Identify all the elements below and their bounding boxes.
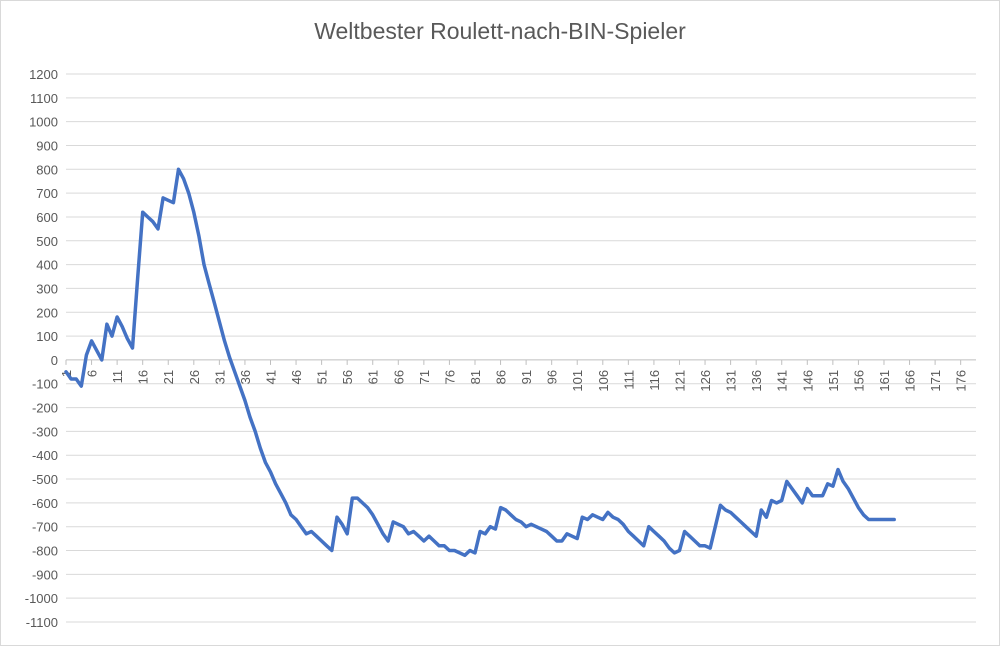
x-axis: 1 6 11 16 21 26 31 36 41 46 51 56 61 66 71 76 81 86 91 96 10… <box>59 359 976 392</box>
y-tick-label: -100 <box>32 377 58 392</box>
x-tick-label: 146 <box>800 370 815 392</box>
x-tick-label: 171 <box>928 370 943 392</box>
y-tick-label: -600 <box>32 496 58 511</box>
y-tick-label: -300 <box>32 424 58 439</box>
x-tick-label: 16 <box>136 370 151 384</box>
y-tick-label: -700 <box>32 520 58 535</box>
x-tick-label: 176 <box>954 370 969 392</box>
x-tick-label: 71 <box>417 370 432 384</box>
y-tick-label: -900 <box>32 567 58 582</box>
x-tick-label: 36 <box>238 370 253 384</box>
y-tick-label: 1200 <box>29 67 58 82</box>
y-tick-label: -1100 <box>26 615 58 630</box>
y-tick-label: 100 <box>36 329 58 344</box>
y-tick-label: -500 <box>32 472 58 487</box>
y-tick-label: 200 <box>36 305 58 320</box>
x-tick-label: 166 <box>903 370 918 392</box>
gridlines <box>66 73 976 623</box>
x-tick-label: 161 <box>877 370 892 392</box>
x-tick-label: 61 <box>366 370 381 384</box>
x-tick-label: 6 <box>85 370 100 377</box>
x-tick-label: 151 <box>826 370 841 392</box>
x-tick-label: 31 <box>212 370 227 384</box>
y-tick-label: 300 <box>36 281 58 296</box>
y-tick-label: 1000 <box>29 115 58 130</box>
y-tick-label: 500 <box>36 234 58 249</box>
data-series <box>64 167 896 558</box>
x-tick-label: 76 <box>442 370 457 384</box>
x-tick-label: 46 <box>289 370 304 384</box>
x-tick-label: 21 <box>161 370 176 384</box>
x-tick-label: 81 <box>468 370 483 384</box>
series-line <box>64 167 896 558</box>
x-tick-label: 101 <box>570 370 585 392</box>
chart-title: Weltbester Roulett-nach-BIN-Spieler <box>314 18 686 44</box>
x-tick-label: 111 <box>621 370 636 390</box>
x-tick-label: 11 <box>110 370 125 384</box>
y-axis-tick-labels: 1200110010009008007006005004003002001000… <box>25 67 58 630</box>
y-tick-label: -200 <box>32 401 58 416</box>
x-tick-label: 56 <box>340 370 355 384</box>
y-tick-label: 600 <box>36 210 58 225</box>
y-tick-label: 1100 <box>30 91 58 106</box>
y-tick-label: -800 <box>32 544 58 559</box>
x-tick-label: 126 <box>698 370 713 392</box>
y-tick-label: 700 <box>36 186 58 201</box>
x-tick-label: 51 <box>315 370 330 384</box>
y-tick-label: 800 <box>36 162 58 177</box>
x-tick-label: 106 <box>596 370 611 392</box>
x-tick-label: 116 <box>647 370 662 391</box>
x-tick-label: 86 <box>494 370 509 384</box>
x-tick-label: 136 <box>749 370 764 392</box>
x-tick-label: 141 <box>775 370 790 392</box>
y-tick-label: 900 <box>36 138 58 153</box>
y-tick-label: -1000 <box>25 591 58 606</box>
x-tick-label: 121 <box>672 370 687 392</box>
x-tick-label: 66 <box>391 370 406 384</box>
y-tick-label: -400 <box>32 448 58 463</box>
x-tick-label: 96 <box>545 370 560 384</box>
x-tick-label: 41 <box>263 370 278 384</box>
x-tick-label: 156 <box>851 370 866 392</box>
y-tick-label: 0 <box>51 353 58 368</box>
x-tick-label: 91 <box>519 370 534 384</box>
x-tick-label: 26 <box>187 370 202 384</box>
y-tick-label: 400 <box>36 258 58 273</box>
x-tick-label: 131 <box>724 370 739 392</box>
